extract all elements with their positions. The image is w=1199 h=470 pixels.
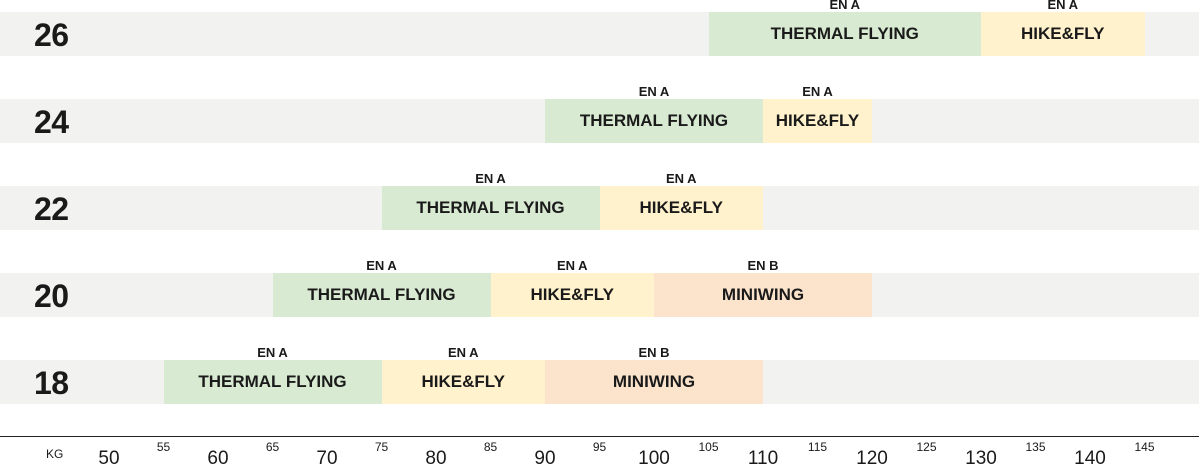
- x-minor-tick-label: 75: [374, 440, 389, 454]
- x-minor-tick-label: 85: [483, 440, 498, 454]
- range-bar-22-hike: HIKE&FLY: [599, 186, 763, 230]
- range-bar-24-thermal: THERMAL FLYING: [545, 99, 763, 143]
- x-minor-tick-label: 125: [916, 440, 937, 454]
- range-bar-26-hike: HIKE&FLY: [981, 12, 1145, 56]
- x-tick-label: 50: [98, 448, 120, 469]
- x-tick-label: 100: [638, 448, 670, 469]
- cert-label-18-thermal: EN A: [257, 345, 288, 360]
- cert-label-20-thermal: EN A: [366, 258, 397, 273]
- x-tick-label: 60: [207, 448, 229, 469]
- x-tick-label: 140: [1074, 448, 1106, 469]
- x-minor-tick-label: 95: [592, 440, 607, 454]
- range-bar-20-mini: MINIWING: [654, 273, 872, 317]
- range-bar-18-mini: MINIWING: [545, 360, 763, 404]
- x-minor-tick-label: 115: [807, 440, 828, 454]
- cert-label-20-hike: EN A: [556, 258, 588, 273]
- x-tick-label: 70: [316, 448, 338, 469]
- cert-label-18-hike: EN A: [447, 345, 479, 360]
- x-axis-line: [0, 436, 1199, 437]
- range-bar-22-thermal: THERMAL FLYING: [381, 186, 600, 230]
- x-minor-tick-label: 135: [1025, 440, 1046, 454]
- x-tick-label: 110: [747, 448, 779, 469]
- range-bar-20-hike: HIKE&FLY: [490, 273, 654, 317]
- range-bar-24-hike: HIKE&FLY: [763, 99, 872, 143]
- x-minor-tick-label: 55: [156, 440, 171, 454]
- size-label-24: 24: [34, 104, 69, 140]
- cert-label-26-thermal: EN A: [829, 0, 861, 12]
- cert-label-24-thermal: EN A: [638, 84, 670, 99]
- size-label-20: 20: [34, 278, 69, 314]
- x-tick-label: 90: [534, 448, 556, 469]
- cert-label-22-thermal: EN A: [475, 171, 506, 186]
- size-label-18: 18: [34, 365, 69, 401]
- x-axis-unit-label: KG: [46, 447, 64, 461]
- x-tick-label: 80: [425, 448, 447, 469]
- cert-label-18-mini: EN B: [638, 345, 670, 360]
- range-bar-26-thermal: THERMAL FLYING: [708, 12, 981, 56]
- x-minor-tick-label: 145: [1134, 440, 1155, 454]
- cert-label-26-hike: EN A: [1047, 0, 1079, 12]
- size-label-22: 22: [34, 191, 69, 227]
- range-bar-18-thermal: THERMAL FLYING: [163, 360, 382, 404]
- cert-label-24-hike: EN A: [802, 84, 833, 99]
- size-label-26: 26: [34, 17, 69, 53]
- range-bar-18-hike: HIKE&FLY: [381, 360, 545, 404]
- x-minor-tick-label: 105: [698, 440, 719, 454]
- x-minor-tick-label: 65: [265, 440, 280, 454]
- x-tick-label: 130: [965, 448, 997, 469]
- cert-label-22-hike: EN A: [665, 171, 697, 186]
- x-tick-label: 120: [856, 448, 888, 469]
- cert-label-20-mini: EN B: [747, 258, 779, 273]
- range-bar-20-thermal: THERMAL FLYING: [272, 273, 491, 317]
